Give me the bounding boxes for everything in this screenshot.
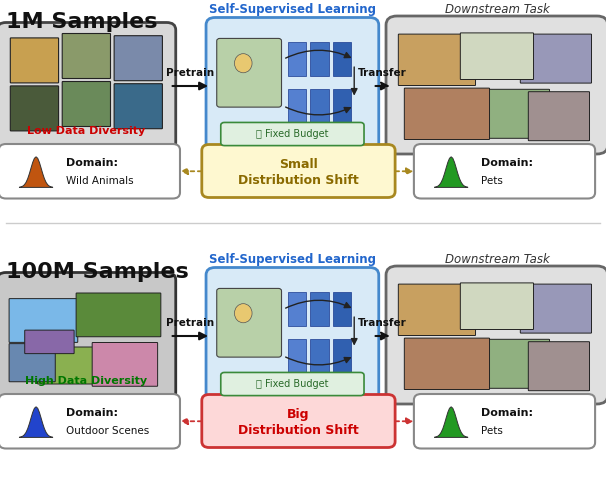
Text: Self-Supervised Learning: Self-Supervised Learning: [209, 253, 376, 266]
FancyBboxPatch shape: [0, 272, 176, 400]
Text: Wild Animals: Wild Animals: [66, 176, 134, 186]
FancyBboxPatch shape: [10, 86, 59, 131]
Text: Domain:: Domain:: [481, 408, 533, 418]
FancyBboxPatch shape: [0, 394, 180, 448]
Text: 100M Samples: 100M Samples: [6, 262, 189, 282]
FancyBboxPatch shape: [206, 268, 379, 405]
Polygon shape: [435, 407, 468, 438]
Bar: [310, 292, 328, 326]
FancyBboxPatch shape: [404, 338, 490, 390]
FancyBboxPatch shape: [521, 34, 591, 83]
Text: Distribution Shift: Distribution Shift: [238, 424, 359, 436]
FancyBboxPatch shape: [528, 92, 590, 140]
Bar: [310, 338, 328, 373]
FancyBboxPatch shape: [76, 293, 161, 337]
Text: Domain:: Domain:: [66, 408, 118, 418]
Text: Big: Big: [287, 408, 310, 422]
FancyBboxPatch shape: [114, 36, 162, 80]
Bar: [333, 338, 351, 373]
FancyBboxPatch shape: [10, 38, 59, 83]
Bar: [333, 88, 351, 123]
FancyBboxPatch shape: [62, 34, 110, 78]
Ellipse shape: [235, 304, 252, 323]
FancyBboxPatch shape: [0, 282, 164, 408]
Text: Pretrain: Pretrain: [166, 68, 215, 78]
Text: Distribution Shift: Distribution Shift: [238, 174, 359, 186]
FancyBboxPatch shape: [414, 144, 595, 199]
Text: Small: Small: [279, 158, 318, 172]
FancyBboxPatch shape: [217, 288, 282, 357]
FancyBboxPatch shape: [221, 122, 364, 146]
Bar: [288, 292, 306, 326]
FancyBboxPatch shape: [0, 276, 171, 402]
Bar: [333, 292, 351, 326]
FancyBboxPatch shape: [398, 34, 476, 86]
FancyBboxPatch shape: [114, 84, 162, 128]
Text: Pets: Pets: [481, 426, 503, 436]
FancyBboxPatch shape: [9, 298, 78, 343]
FancyBboxPatch shape: [461, 283, 533, 330]
FancyBboxPatch shape: [386, 266, 606, 404]
FancyBboxPatch shape: [206, 18, 379, 155]
FancyBboxPatch shape: [461, 33, 533, 80]
Text: 💵 Fixed Budget: 💵 Fixed Budget: [256, 129, 328, 139]
FancyBboxPatch shape: [0, 144, 180, 199]
Text: Self-Supervised Learning: Self-Supervised Learning: [209, 3, 376, 16]
Text: Low Data Diversity: Low Data Diversity: [27, 126, 145, 136]
Text: Domain:: Domain:: [481, 158, 533, 168]
Text: High Data Diversity: High Data Diversity: [25, 376, 147, 386]
FancyBboxPatch shape: [528, 342, 590, 390]
FancyBboxPatch shape: [521, 284, 591, 333]
FancyBboxPatch shape: [38, 347, 100, 384]
FancyBboxPatch shape: [202, 144, 395, 198]
FancyBboxPatch shape: [92, 342, 158, 386]
Text: Outdoor Scenes: Outdoor Scenes: [66, 426, 149, 436]
FancyBboxPatch shape: [386, 16, 606, 154]
FancyBboxPatch shape: [0, 279, 168, 406]
Text: 💵 Fixed Budget: 💵 Fixed Budget: [256, 379, 328, 389]
Bar: [333, 42, 351, 76]
Text: 1M Samples: 1M Samples: [6, 12, 158, 32]
FancyBboxPatch shape: [0, 285, 161, 412]
Text: Domain:: Domain:: [66, 158, 118, 168]
Bar: [310, 88, 328, 123]
Text: Transfer: Transfer: [358, 68, 407, 78]
Bar: [288, 88, 306, 123]
Bar: [310, 42, 328, 76]
Text: Pretrain: Pretrain: [166, 318, 215, 328]
Polygon shape: [19, 407, 53, 438]
FancyBboxPatch shape: [414, 394, 595, 448]
FancyBboxPatch shape: [217, 38, 282, 107]
FancyBboxPatch shape: [62, 82, 110, 126]
FancyBboxPatch shape: [202, 394, 395, 448]
FancyBboxPatch shape: [0, 22, 176, 150]
Polygon shape: [19, 157, 53, 188]
FancyBboxPatch shape: [221, 372, 364, 396]
FancyBboxPatch shape: [468, 90, 550, 138]
Text: Downstream Task: Downstream Task: [445, 253, 549, 266]
Ellipse shape: [235, 54, 252, 73]
Bar: [288, 338, 306, 373]
Text: Pets: Pets: [481, 176, 503, 186]
FancyBboxPatch shape: [9, 344, 55, 382]
FancyBboxPatch shape: [468, 340, 550, 388]
FancyBboxPatch shape: [404, 88, 490, 140]
Text: Transfer: Transfer: [358, 318, 407, 328]
Polygon shape: [435, 157, 468, 188]
FancyBboxPatch shape: [25, 330, 74, 353]
FancyBboxPatch shape: [398, 284, 476, 336]
Text: Downstream Task: Downstream Task: [445, 3, 549, 16]
Bar: [288, 42, 306, 76]
